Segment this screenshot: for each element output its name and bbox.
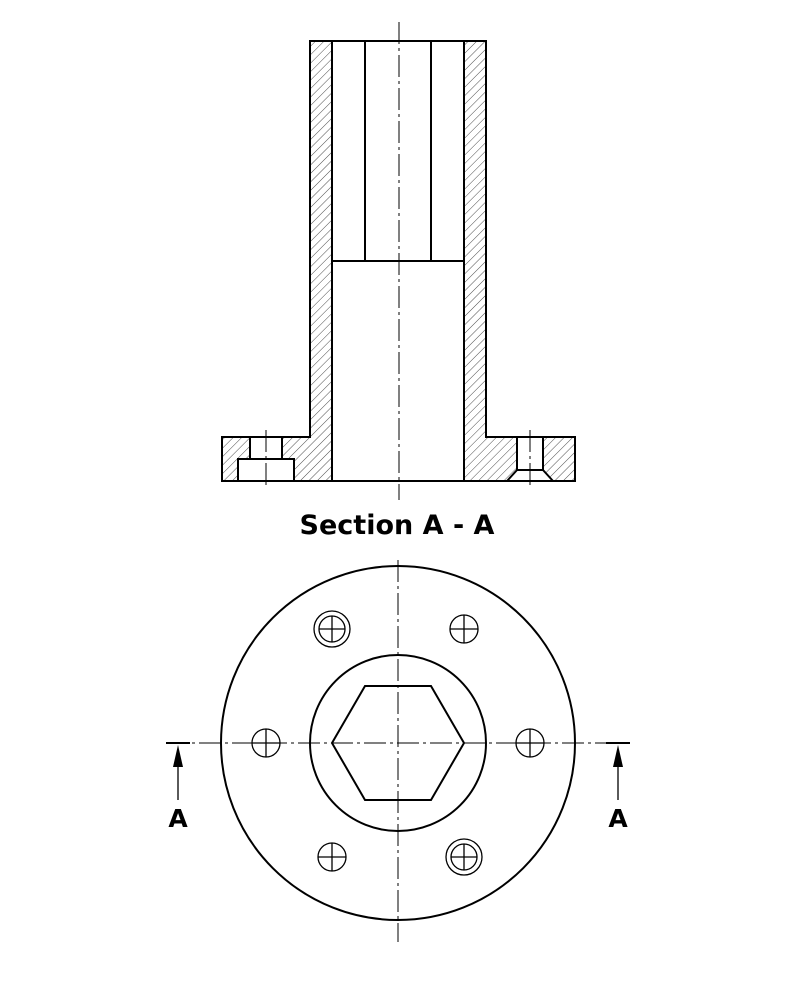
cutting-plane-label-left: A: [168, 804, 188, 833]
section-title: Section A - A: [300, 510, 495, 541]
countersunk-bolt-hole: [445, 838, 483, 876]
bolt-hole: [449, 614, 479, 644]
cutting-plane-marker-right: [606, 742, 630, 800]
countersunk-bolt-hole: [313, 610, 351, 648]
cutting-plane-label-right: A: [608, 804, 628, 833]
section-view: [221, 22, 576, 500]
cutting-plane-marker-left: [166, 742, 190, 800]
top-view: [166, 560, 630, 942]
section-outline: [221, 40, 576, 482]
bolt-hole: [317, 842, 347, 872]
